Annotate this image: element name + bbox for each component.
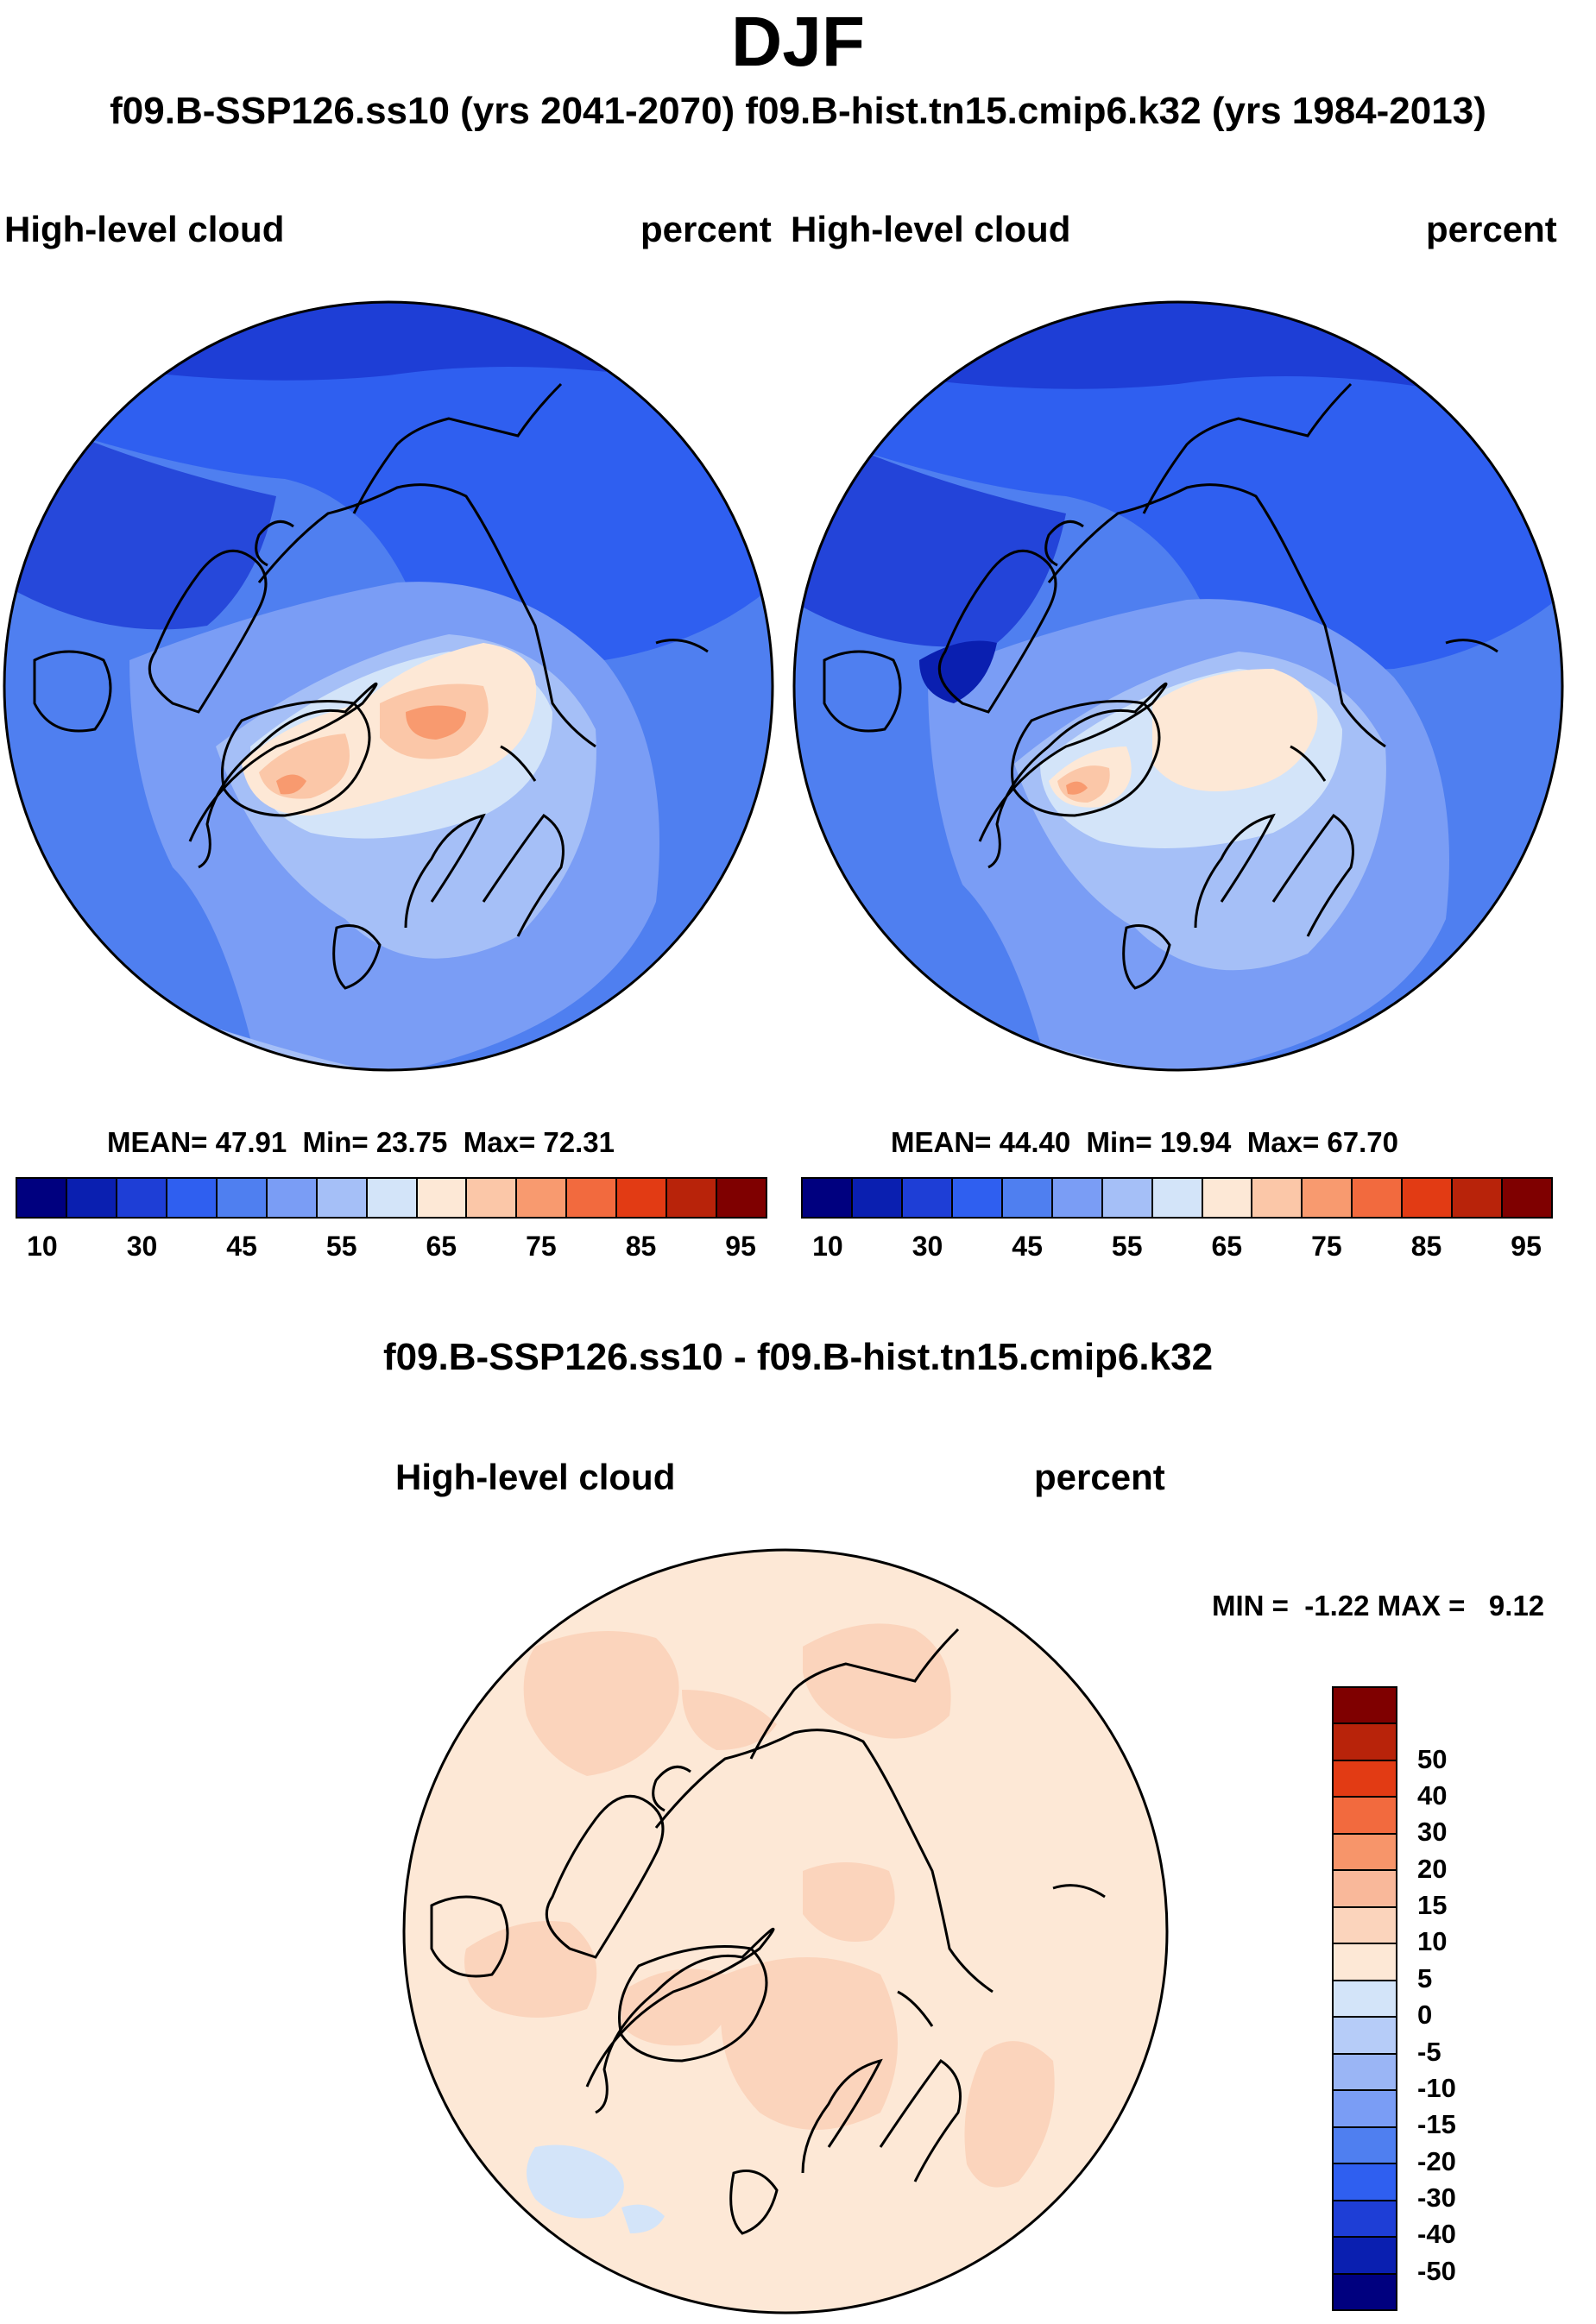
- colorbar-swatch: [1334, 2238, 1396, 2275]
- colorbar-tick-label: 55: [325, 1231, 357, 1262]
- colorbar-swatch: [1252, 1179, 1303, 1217]
- diff-stats: MIN = -1.22 MAX = 9.12: [1212, 1590, 1545, 1622]
- colorbar-tick-label: 10: [27, 1231, 58, 1262]
- panel1-polar-map: [3, 300, 774, 1072]
- colorbar-tick-label: 65: [1211, 1231, 1243, 1262]
- colorbar-swatch: [1334, 2091, 1396, 2128]
- diff-units: percent: [1034, 1457, 1165, 1497]
- colorbar-swatch: [1202, 1179, 1253, 1217]
- panel1-units: percent: [640, 209, 772, 249]
- colorbar-tick-label: 30: [1417, 1817, 1448, 1848]
- panel2-polar-map: [792, 300, 1564, 1072]
- panel2-units: percent: [1426, 209, 1557, 249]
- colorbar-swatch: [617, 1179, 668, 1217]
- colorbar-tick-label: 95: [725, 1231, 756, 1262]
- colorbar-swatch: [1334, 2164, 1396, 2201]
- colorbar-swatch: [1052, 1179, 1103, 1217]
- colorbar-swatch: [217, 1179, 268, 1217]
- colorbar-tick-label: 50: [1417, 1743, 1448, 1774]
- colorbar-tick-label: 65: [426, 1231, 457, 1262]
- panel2-stats: MEAN= 44.40 Min= 19.94 Max= 67.70: [891, 1126, 1398, 1158]
- colorbar-swatch: [1353, 1179, 1404, 1217]
- case-subtitle: f09.B-SSP126.ss10 (yrs 2041-2070) f09.B-…: [110, 90, 1486, 132]
- colorbar-swatch: [1334, 1688, 1396, 1725]
- colorbar-tick-label: 75: [1311, 1231, 1342, 1262]
- colorbar-swatch: [1403, 1179, 1454, 1217]
- season-title: DJF: [731, 3, 865, 81]
- colorbar-swatch: [1334, 2127, 1396, 2165]
- diff-polar-map: [402, 1548, 1169, 2315]
- colorbar-swatch: [902, 1179, 953, 1217]
- colorbar-swatch: [1334, 1981, 1396, 2019]
- colorbar-swatch: [1152, 1179, 1203, 1217]
- colorbar-swatch: [1303, 1179, 1353, 1217]
- colorbar-tick-label: -20: [1417, 2145, 1456, 2176]
- diff-colorbar: [1332, 1686, 1397, 2311]
- colorbar-tick-label: -50: [1417, 2255, 1456, 2286]
- panel2-variable: High-level cloud: [791, 209, 1071, 249]
- diff-title: f09.B-SSP126.ss10 - f09.B-hist.tn15.cmip…: [382, 1336, 1214, 1378]
- colorbar-swatch: [66, 1179, 117, 1217]
- colorbar-tick-label: 55: [1111, 1231, 1143, 1262]
- panel1-stats: MEAN= 47.91 Min= 23.75 Max= 72.31: [107, 1126, 615, 1158]
- colorbar-swatch: [1503, 1179, 1552, 1217]
- colorbar-swatch: [1334, 2274, 1396, 2309]
- colorbar-swatch: [117, 1179, 167, 1217]
- colorbar-tick-label: -15: [1417, 2109, 1456, 2140]
- colorbar-tick-label: 5: [1417, 1962, 1433, 1993]
- colorbar-swatch: [1334, 1944, 1396, 1981]
- colorbar-tick-label: 45: [226, 1231, 257, 1262]
- colorbar-tick-label: 75: [526, 1231, 557, 1262]
- colorbar-swatch: [1334, 1798, 1396, 1835]
- colorbar-swatch: [1334, 1724, 1396, 1761]
- colorbar-swatch: [717, 1179, 766, 1217]
- panel1-variable: High-level cloud: [4, 209, 285, 249]
- colorbar-swatch: [167, 1179, 218, 1217]
- colorbar-tick-label: 45: [1012, 1231, 1043, 1262]
- colorbar-swatch: [517, 1179, 568, 1217]
- panel1-colorbar: [16, 1177, 767, 1219]
- colorbar-tick-label: 10: [1417, 1926, 1448, 1957]
- colorbar-swatch: [667, 1179, 718, 1217]
- colorbar-swatch: [1334, 2054, 1396, 2092]
- colorbar-swatch: [1453, 1179, 1504, 1217]
- colorbar-swatch: [1334, 1907, 1396, 1945]
- panel2-colorbar: [801, 1177, 1553, 1219]
- colorbar-tick-label: 40: [1417, 1780, 1448, 1811]
- colorbar-swatch: [317, 1179, 368, 1217]
- colorbar-tick-label: 30: [126, 1231, 158, 1262]
- colorbar-swatch: [1334, 1834, 1396, 1872]
- colorbar-tick-label: 20: [1417, 1853, 1448, 1884]
- colorbar-tick-label: 0: [1417, 2000, 1433, 2031]
- colorbar-tick-label: -40: [1417, 2219, 1456, 2250]
- colorbar-swatch: [417, 1179, 468, 1217]
- colorbar-swatch: [952, 1179, 1003, 1217]
- colorbar-swatch: [1334, 2018, 1396, 2055]
- colorbar-tick-label: 10: [812, 1231, 843, 1262]
- diff-variable: High-level cloud: [395, 1457, 676, 1497]
- colorbar-swatch: [1334, 2201, 1396, 2239]
- colorbar-swatch: [17, 1179, 67, 1217]
- colorbar-tick-label: 30: [912, 1231, 943, 1262]
- colorbar-swatch: [467, 1179, 518, 1217]
- colorbar-tick-label: 85: [625, 1231, 657, 1262]
- colorbar-tick-label: 85: [1410, 1231, 1442, 1262]
- colorbar-swatch: [852, 1179, 903, 1217]
- colorbar-swatch: [567, 1179, 618, 1217]
- colorbar-tick-label: 15: [1417, 1890, 1448, 1921]
- colorbar-swatch: [367, 1179, 418, 1217]
- colorbar-swatch: [803, 1179, 853, 1217]
- colorbar-swatch: [1002, 1179, 1053, 1217]
- colorbar-swatch: [1334, 1760, 1396, 1798]
- colorbar-tick-label: -5: [1417, 2036, 1441, 2067]
- colorbar-swatch: [1334, 1871, 1396, 1908]
- colorbar-tick-label: -30: [1417, 2182, 1456, 2213]
- colorbar-swatch: [1102, 1179, 1153, 1217]
- colorbar-tick-label: -10: [1417, 2072, 1456, 2103]
- colorbar-tick-label: 95: [1511, 1231, 1542, 1262]
- colorbar-swatch: [267, 1179, 318, 1217]
